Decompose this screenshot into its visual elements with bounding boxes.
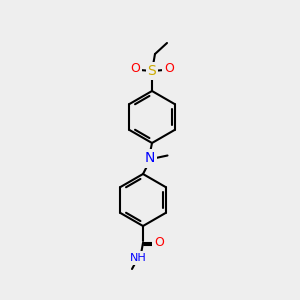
Text: O: O [164,62,174,76]
Text: O: O [130,62,140,76]
Text: NH: NH [130,253,146,263]
Text: S: S [148,64,156,78]
Text: N: N [144,152,155,166]
Text: O: O [154,236,164,250]
